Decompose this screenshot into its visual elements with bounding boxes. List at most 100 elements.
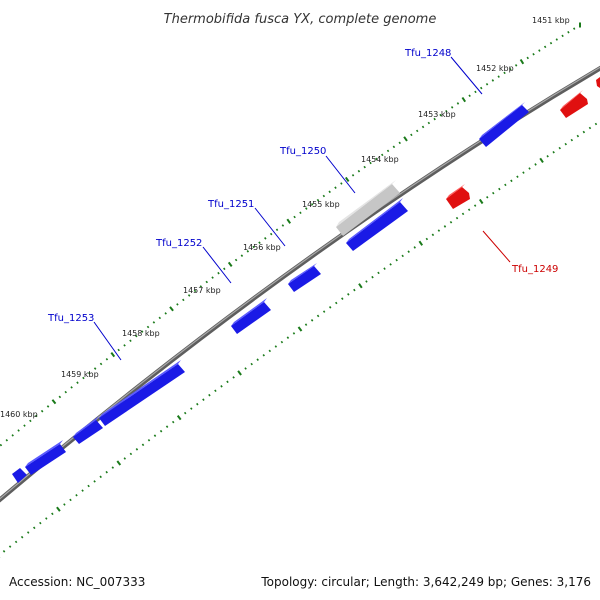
scale-tick <box>486 196 489 199</box>
scale-tick <box>561 34 564 38</box>
scale-tick <box>2 549 6 553</box>
scale-tick <box>69 498 72 502</box>
gene-reverse-far-right-1[interactable] <box>560 90 588 118</box>
scale-tick <box>123 344 126 347</box>
scale-label: 1454 kbp <box>361 155 399 164</box>
scale-tick <box>164 312 167 315</box>
scale-tick <box>532 52 535 56</box>
scale-tick <box>223 267 226 271</box>
scale-label: 1455 kbp <box>302 200 340 209</box>
gene-label-tfu-1250[interactable]: Tfu_1250 <box>279 146 326 157</box>
gene-tfu-1253[interactable] <box>99 360 185 426</box>
scale-tick <box>322 310 326 313</box>
scale-tick <box>11 434 14 437</box>
scale-tick <box>169 306 174 312</box>
scale-label: 1451 kbp <box>532 16 570 25</box>
scale-tick <box>280 340 284 344</box>
scale-tick <box>292 332 296 335</box>
gene-tfu-1249[interactable] <box>446 184 470 209</box>
scale-tick <box>538 49 541 52</box>
scale-tick <box>237 370 242 376</box>
reverse-strand-genes <box>446 77 600 209</box>
scale-tick <box>377 271 380 275</box>
scale-tick <box>576 134 580 138</box>
scale-tick <box>123 457 127 460</box>
scale-tick <box>214 389 217 393</box>
scale-tick <box>81 489 84 492</box>
scale-tick <box>293 215 296 219</box>
scale-tick <box>140 330 144 333</box>
gene-upstream-3[interactable] <box>12 468 27 483</box>
scale-tick <box>5 439 9 442</box>
scale-tick <box>358 283 363 289</box>
gene-tfu-1251[interactable] <box>288 263 321 292</box>
scale-tick <box>334 186 337 189</box>
scale-tick <box>347 293 350 296</box>
scale-tick <box>275 228 279 232</box>
scale-tick <box>401 254 404 258</box>
scale-tick <box>473 204 477 207</box>
gene-tfu-1248[interactable] <box>479 102 529 147</box>
gene-label-tfu-1249[interactable]: Tfu_1249 <box>511 264 558 275</box>
scale-tick <box>403 136 408 142</box>
scale-tick <box>335 301 338 305</box>
scale-tick <box>485 82 489 86</box>
scale-tick <box>509 67 512 71</box>
scale-tick <box>427 121 431 125</box>
gene-tfu-1252[interactable] <box>231 298 271 334</box>
gene-label-tfu-1251[interactable]: Tfu_1251 <box>207 199 254 210</box>
scale-label: 1453 kbp <box>418 110 456 119</box>
gene-label-tfu-1248[interactable]: Tfu_1248 <box>404 48 451 59</box>
scale-tick <box>445 109 448 113</box>
scale-tick <box>217 271 220 275</box>
scale-tick <box>246 250 250 253</box>
scale-label: 1459 kbp <box>61 370 99 379</box>
forward-strand-genes <box>12 102 529 483</box>
scale-tick <box>415 129 419 133</box>
scale-tick <box>171 420 175 424</box>
scale-tick <box>146 325 150 329</box>
scale-tick <box>353 288 356 292</box>
scale-tick <box>111 466 115 469</box>
scale-tick <box>45 517 48 520</box>
scale-tick <box>468 94 471 98</box>
scale-tick <box>386 149 390 153</box>
gene-upstream-2[interactable] <box>25 440 66 475</box>
scale-tick <box>226 380 229 384</box>
scale-tick <box>190 407 193 410</box>
gene-tfu-1250[interactable] <box>336 180 400 236</box>
inner-tick-ring <box>0 122 598 558</box>
scale-tick <box>264 237 267 240</box>
scale-tick <box>564 142 567 146</box>
scale-label: 1457 kbp <box>183 286 221 295</box>
scale-tick <box>365 280 368 283</box>
scale-tick <box>552 150 555 154</box>
scale-tick <box>26 531 30 534</box>
scale-tick <box>369 161 372 165</box>
scale-tick <box>467 208 471 212</box>
scale-tick <box>63 503 66 506</box>
scale-tick <box>316 314 320 318</box>
gene-tfu-1250-arrow[interactable] <box>346 198 408 251</box>
scale-tick <box>14 540 18 544</box>
scale-tick <box>555 38 558 41</box>
gene-label-tfu-1252[interactable]: Tfu_1252 <box>155 238 202 249</box>
scale-label: 1458 kbp <box>122 329 160 338</box>
scale-label: 1452 kbp <box>476 64 514 73</box>
gene-reverse-far-right-2[interactable] <box>596 77 600 88</box>
scale-tick <box>341 297 344 300</box>
scale-tick <box>504 183 507 187</box>
scale-tick <box>0 443 3 447</box>
scale-tick <box>478 198 484 205</box>
gene-upstream-1[interactable] <box>73 416 103 444</box>
scale-tick <box>252 245 255 249</box>
scale-tick <box>498 187 501 191</box>
scale-tick <box>340 182 343 185</box>
scale-tick <box>594 122 598 126</box>
scale-tick <box>383 267 386 270</box>
gene-label-tfu-1253[interactable]: Tfu_1253 <box>47 313 94 324</box>
scale-tick <box>492 191 495 195</box>
scale-tick <box>516 175 519 178</box>
scale-tick <box>528 167 531 170</box>
